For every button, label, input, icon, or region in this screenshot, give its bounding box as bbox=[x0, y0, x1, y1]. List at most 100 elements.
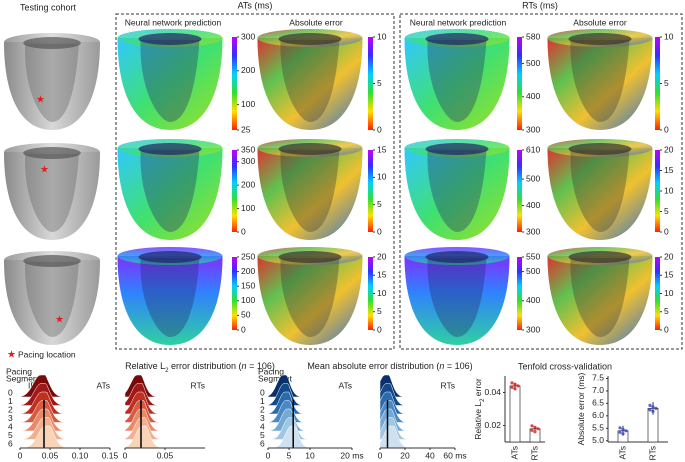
heart bbox=[117, 139, 223, 240]
panel-label: RTs bbox=[441, 380, 456, 390]
colorbar-tick-label: 5 bbox=[377, 199, 382, 209]
text-part: 2 bbox=[165, 368, 169, 374]
colorbar-tick-label: 0 bbox=[241, 226, 246, 236]
heart-inner bbox=[24, 154, 79, 232]
ridge bbox=[379, 417, 455, 440]
colorbar-tick-label: 400 bbox=[526, 91, 540, 101]
heart-inner bbox=[280, 40, 340, 122]
title: Absolute error (ms) bbox=[576, 372, 586, 445]
colorbar bbox=[368, 37, 373, 130]
fold-point bbox=[510, 381, 514, 385]
colorbar-tick-label: 300 bbox=[241, 156, 255, 166]
colorbar bbox=[517, 150, 522, 232]
colorbar-tick-label: 200 bbox=[241, 266, 255, 276]
colorbar-tick-label: 0 bbox=[664, 324, 669, 334]
x-tick-label: 0.15 bbox=[102, 450, 119, 460]
text-part: = 106) bbox=[247, 361, 275, 371]
colorbar-tick-label: 5 bbox=[377, 78, 382, 88]
colorbar-tick-label: 10 bbox=[664, 31, 674, 41]
heart-cavity bbox=[425, 251, 489, 263]
colorbar-tick-label: 500 bbox=[526, 266, 540, 276]
colorbar-tick-label: 5 bbox=[377, 306, 382, 316]
x-tick-label: 20 bbox=[400, 450, 410, 460]
x-tick-label: 20 ms bbox=[340, 450, 363, 460]
heart bbox=[4, 143, 100, 240]
heart-body bbox=[257, 148, 363, 240]
ats-title: ATs (ms) bbox=[238, 0, 273, 10]
colorbar bbox=[368, 150, 373, 232]
heart bbox=[4, 33, 100, 130]
segment-label: 3 bbox=[8, 413, 13, 423]
segment-label: 5 bbox=[260, 430, 265, 440]
colorbar-tick-label: 5 bbox=[664, 206, 669, 216]
pacing-label: Pacing bbox=[6, 366, 32, 376]
segment-label: 4 bbox=[8, 421, 13, 431]
text-part: = 106) bbox=[444, 361, 472, 371]
fold-point bbox=[648, 408, 652, 412]
heart-body bbox=[404, 256, 510, 345]
heart-cavity bbox=[568, 251, 632, 263]
pacing-star: ★ bbox=[40, 165, 49, 176]
pacing-label: Segment bbox=[258, 373, 293, 383]
y-tick-label: 5.5 bbox=[592, 423, 604, 433]
heart-body bbox=[4, 42, 100, 130]
heart-cavity bbox=[23, 255, 81, 267]
colorbar-tick-label: 100 bbox=[241, 295, 255, 305]
heart-body bbox=[117, 256, 223, 345]
colorbar-tick-label: 0 bbox=[241, 324, 246, 334]
fold-point bbox=[533, 425, 537, 429]
fold-point bbox=[654, 406, 658, 410]
title: Mean absolute error distribution (n = 10… bbox=[307, 361, 472, 371]
colorbar-tick-label: 300 bbox=[526, 226, 540, 236]
segment-label: 0 bbox=[260, 387, 265, 397]
fold-point bbox=[516, 384, 520, 388]
colorbar-tick-label: 10 bbox=[664, 185, 674, 195]
colorbar-tick-label: 250 bbox=[241, 251, 255, 261]
pacing-label: Segment bbox=[6, 373, 41, 383]
heart bbox=[257, 247, 363, 345]
heart-inner bbox=[24, 262, 79, 337]
heart-inner bbox=[280, 150, 340, 232]
text-part: error distribution ( bbox=[169, 361, 242, 371]
colorbar-tick-label: 0 bbox=[664, 226, 669, 236]
title: Relative L2 error distribution (n = 106) bbox=[125, 361, 275, 373]
colorbar-tick-label: 20 bbox=[377, 251, 387, 261]
colorbar-tick-label: 25 bbox=[241, 124, 251, 134]
colorbar-tick-label: 550 bbox=[526, 251, 540, 261]
heart-body bbox=[404, 148, 510, 240]
segment-label: 1 bbox=[260, 396, 265, 406]
segment-label: 6 bbox=[260, 438, 265, 448]
colorbar bbox=[655, 37, 660, 130]
colorbar-tick-label: 200 bbox=[241, 65, 255, 75]
text-part: Mean absolute error distribution ( bbox=[307, 361, 439, 371]
x-tick-label: 0.05 bbox=[42, 450, 59, 460]
colorbar-tick-label: 100 bbox=[241, 99, 255, 109]
heart-inner bbox=[427, 150, 487, 232]
colorbar-tick-label: 10 bbox=[377, 288, 387, 298]
colorbar-tick-label: 100 bbox=[241, 203, 255, 213]
pacing-label: Pacing bbox=[258, 366, 284, 376]
x-tick-label: RTs bbox=[647, 446, 657, 461]
colorbar-tick-label: 580 bbox=[526, 31, 540, 41]
fold-point bbox=[621, 432, 625, 436]
heart bbox=[404, 29, 510, 130]
fold-point bbox=[651, 409, 655, 413]
text-part: n bbox=[242, 361, 247, 371]
colorbar-tick-label: 300 bbox=[526, 324, 540, 334]
y-tick-label: 6.0 bbox=[592, 410, 604, 420]
prediction-label: Neural network prediction bbox=[410, 17, 507, 27]
y-tick-label: 5.0 bbox=[592, 435, 604, 445]
prediction-label: Neural network prediction bbox=[125, 17, 222, 27]
text-part: Relative L bbox=[473, 402, 483, 440]
fold-point bbox=[510, 385, 514, 389]
fold-point bbox=[536, 427, 540, 431]
colorbar-tick-label: 0 bbox=[377, 124, 382, 134]
x-tick-label: RTs bbox=[529, 446, 539, 461]
x-tick-label: 5 bbox=[287, 450, 292, 460]
heart-cavity bbox=[568, 33, 632, 45]
panel-label: RTs bbox=[191, 380, 206, 390]
bar bbox=[509, 385, 521, 443]
heart-body bbox=[547, 256, 653, 345]
heart-body bbox=[117, 38, 223, 130]
